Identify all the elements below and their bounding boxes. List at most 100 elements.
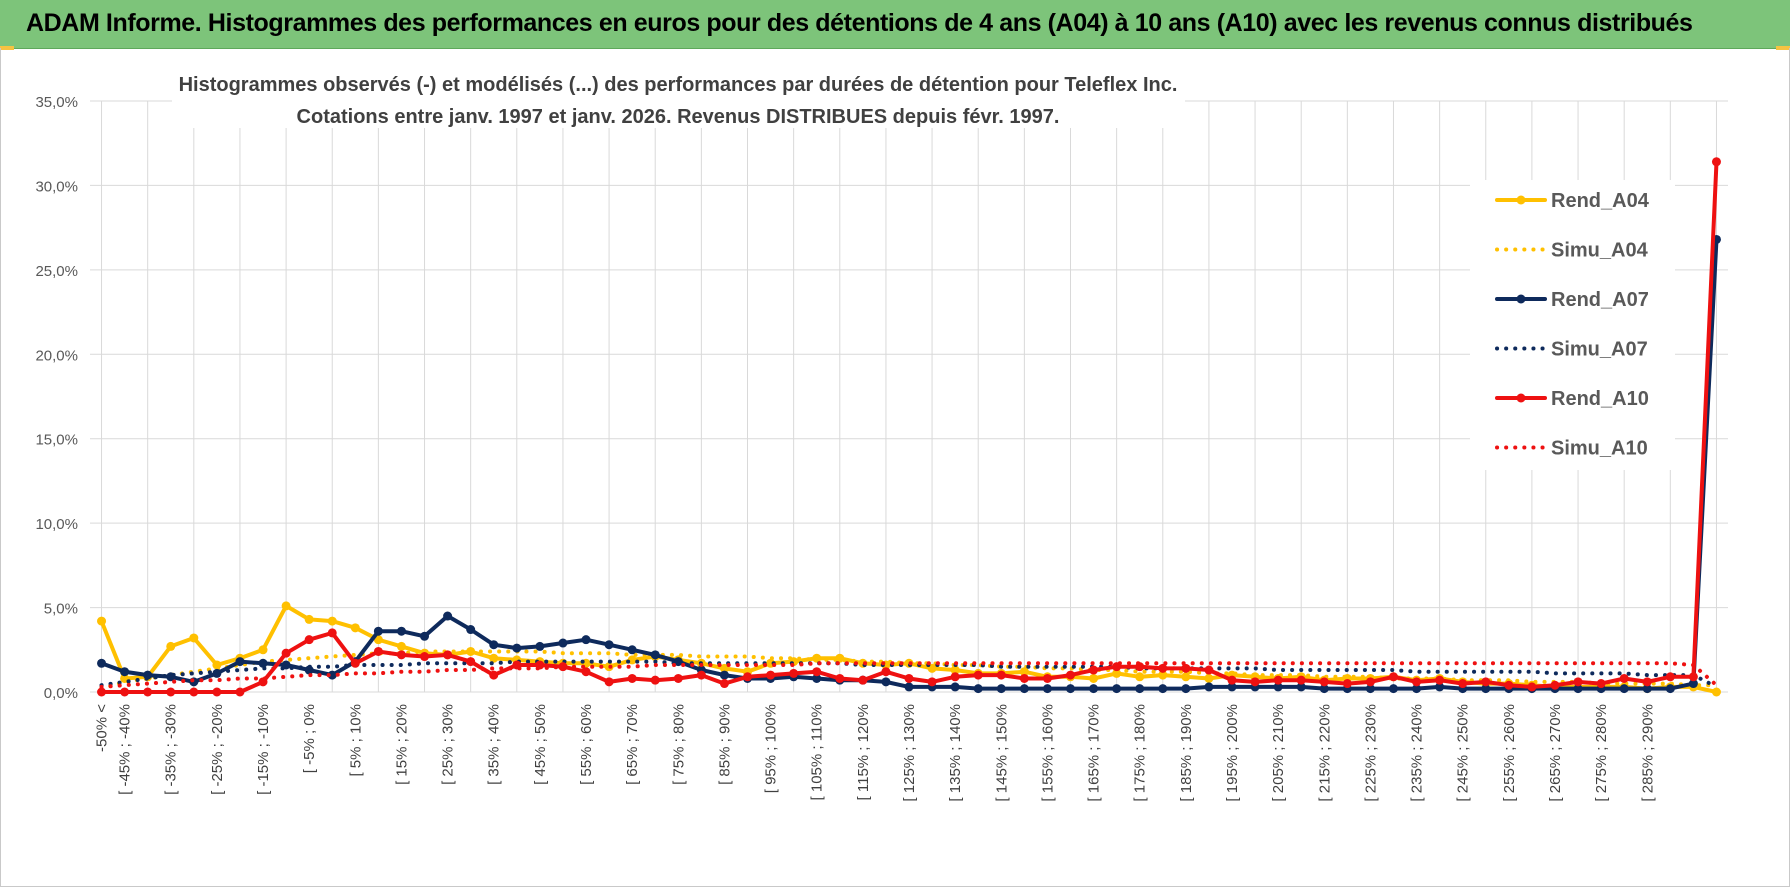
data-point-rend_a04 (835, 653, 845, 663)
y-tick-label: 0,0% (44, 685, 78, 702)
grid-layer (90, 100, 1728, 693)
y-tick-label: 35,0% (35, 94, 78, 111)
chart-title-layer: Histogrammes observés (-) et modélisés (… (172, 66, 1185, 128)
data-point-rend_a10 (766, 670, 776, 680)
data-point-rend_a10 (1250, 677, 1260, 687)
data-point-rend_a07 (812, 673, 822, 683)
data-point-rend_a07 (327, 670, 337, 680)
data-point-rend_a04 (350, 623, 360, 633)
data-point-rend_a07 (120, 667, 130, 677)
data-point-rend_a10 (1181, 663, 1191, 673)
data-point-rend_a10 (212, 687, 222, 697)
legend-label: Rend_A10 (1551, 388, 1649, 410)
x-tick-label: [ 165% ; 170% (1086, 704, 1103, 802)
data-point-rend_a10 (1573, 677, 1583, 687)
data-point-rend_a04 (1158, 670, 1168, 680)
chart-title-line: Histogrammes observés (-) et modélisés (… (179, 74, 1178, 96)
data-point-rend_a10 (1481, 677, 1491, 687)
data-point-rend_a10 (489, 670, 499, 680)
data-point-rend_a10 (1042, 673, 1052, 683)
legend-item-rend_a07: Rend_A07 (1495, 289, 1649, 311)
data-point-rend_a10 (1019, 673, 1029, 683)
x-tick-label: [ 225% ; 230% (1362, 704, 1379, 802)
data-point-rend_a10 (812, 667, 822, 677)
data-point-rend_a04 (719, 663, 729, 673)
data-point-rend_a04 (396, 641, 406, 651)
data-point-rend_a07 (604, 640, 614, 650)
x-tick-label: [ 235% ; 240% (1409, 704, 1426, 802)
x-tick-label: [ -5% ; 0% (301, 704, 318, 773)
data-point-rend_a07 (581, 635, 591, 645)
corner-accent-left (0, 46, 14, 50)
data-point-rend_a10 (1342, 679, 1352, 689)
data-point-rend_a04 (1089, 673, 1099, 683)
series-line-simu_a07 (99, 659, 1719, 689)
data-point-rend_a10 (996, 670, 1006, 680)
data-point-rend_a07 (535, 641, 545, 651)
data-point-rend_a10 (743, 672, 753, 682)
data-point-rend_a07 (881, 677, 891, 687)
data-point-rend_a07 (443, 611, 453, 621)
x-tick-label: [ 45% ; 50% (532, 704, 549, 785)
data-point-rend_a07 (673, 657, 683, 667)
data-point-rend_a07 (1042, 684, 1052, 694)
data-point-rend_a07 (719, 670, 729, 680)
data-point-rend_a07 (420, 631, 430, 641)
legend-item-rend_a10: Rend_A10 (1495, 388, 1649, 410)
data-point-rend_a07 (1481, 684, 1491, 694)
data-point-rend_a07 (1388, 684, 1398, 694)
data-point-rend_a07 (950, 682, 960, 692)
x-tick-label: [ 245% ; 250% (1455, 704, 1472, 802)
data-point-rend_a04 (950, 665, 960, 675)
data-point-rend_a10 (1665, 672, 1675, 682)
y-tick-label: 20,0% (35, 347, 78, 364)
data-point-rend_a10 (1365, 677, 1375, 687)
data-point-rend_a10 (927, 677, 937, 687)
data-point-rend_a07 (973, 684, 983, 694)
data-point-rend_a10 (881, 667, 891, 677)
data-point-rend_a07 (1619, 684, 1629, 694)
data-point-rend_a10 (120, 687, 130, 697)
y-tick-label: 30,0% (35, 178, 78, 195)
x-tick-label: -50% < (94, 704, 111, 752)
report-title: ADAM Informe. Histogrammes des performan… (26, 9, 1693, 37)
data-point-rend_a04 (97, 616, 107, 626)
data-point-rend_a04 (189, 633, 199, 643)
data-point-rend_a04 (1135, 672, 1145, 682)
data-point-rend_a04 (1711, 687, 1721, 697)
data-point-rend_a07 (97, 658, 107, 668)
data-point-rend_a04 (489, 653, 499, 663)
data-point-rend_a07 (1296, 682, 1306, 692)
data-point-rend_a10 (1711, 157, 1721, 167)
chart-title-background (172, 66, 1185, 128)
legend-item-simu_a04: Simu_A04 (1495, 240, 1649, 262)
data-point-rend_a10 (1550, 680, 1560, 690)
data-point-rend_a10 (1412, 677, 1422, 687)
x-tick-label: [ 65% ; 70% (624, 704, 641, 785)
x-tick-label: [ 85% ; 90% (716, 704, 733, 785)
x-tick-label: [ 75% ; 80% (670, 704, 687, 785)
data-point-rend_a07 (1112, 684, 1122, 694)
x-tick-label: [ 255% ; 260% (1501, 704, 1518, 802)
data-point-rend_a07 (627, 645, 637, 655)
data-point-rend_a10 (673, 673, 683, 683)
data-point-rend_a10 (719, 679, 729, 689)
legend-label: Simu_A04 (1551, 240, 1649, 262)
x-tick-label: [ -35% ; -30% (163, 704, 180, 795)
data-point-rend_a07 (1089, 684, 1099, 694)
data-point-rend_a07 (512, 643, 522, 653)
data-point-rend_a07 (189, 677, 199, 687)
data-point-rend_a04 (281, 601, 291, 611)
data-point-rend_a10 (650, 675, 660, 685)
legend-marker (1516, 195, 1526, 205)
x-tick-label: [ 25% ; 30% (440, 704, 457, 785)
x-tick-label: [ 155% ; 160% (1039, 704, 1056, 802)
legend-label: Simu_A07 (1551, 339, 1648, 361)
data-point-rend_a10 (420, 652, 430, 662)
x-tick-label: [ 195% ; 200% (1224, 704, 1241, 802)
data-point-rend_a07 (466, 625, 476, 635)
x-tick-label: [ -15% ; -10% (255, 704, 272, 795)
data-point-rend_a07 (650, 650, 660, 660)
y-tick-label: 5,0% (44, 601, 78, 618)
data-point-rend_a10 (327, 628, 337, 638)
